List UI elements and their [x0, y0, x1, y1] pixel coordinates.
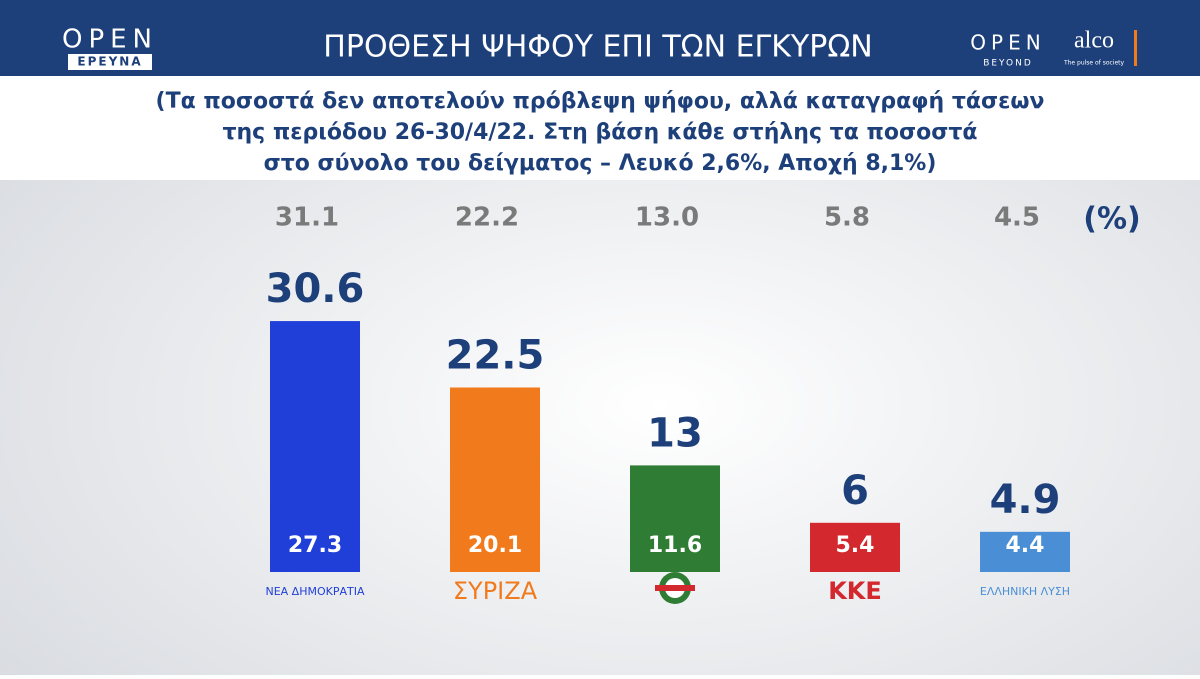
partner-logo: alco [1074, 28, 1114, 54]
sample-label: 5.4 [836, 533, 875, 558]
header-bar [0, 0, 1200, 76]
previous-label: 31.1 [275, 203, 339, 233]
subtitle: στο σύνολο του δείγματος – Λευκό 2,6%, Α… [264, 151, 937, 176]
previous-label: 22.2 [455, 203, 519, 233]
value-label: 13 [647, 410, 703, 456]
sample-label: 4.4 [1006, 533, 1045, 558]
bar [980, 531, 1070, 572]
x-tick-label: ΚΚΕ [828, 577, 882, 605]
bar [810, 522, 900, 572]
value-label: 6 [841, 468, 869, 514]
bar [450, 387, 540, 572]
pasok-logo [655, 572, 695, 604]
logo: OPEN [970, 31, 1045, 55]
subtitle: της περιόδου 26-30/4/22. Στη βάση κάθε σ… [222, 120, 977, 145]
logo-sub: BEYOND [983, 59, 1033, 69]
previous-label: 4.5 [994, 203, 1040, 233]
subtitle: (Τα ποσοστά δεν αποτελούν πρόβλεψη ψήφου… [156, 89, 1045, 114]
x-tick-label: ΣΥΡΙΖΑ [453, 577, 538, 605]
logo-box [68, 54, 152, 70]
logo: OPEN [62, 25, 158, 55]
x-tick-label: ΝΕΑ ΔΗΜΟΚΡΑΤΙΑ [265, 585, 364, 598]
previous-label: 5.8 [824, 203, 870, 233]
logo-sub: ΕΡΕΥΝΑ [77, 55, 142, 69]
partner-sub: The pulse of society [1063, 60, 1125, 67]
subtitle-band [0, 76, 1200, 180]
divider [1134, 30, 1137, 66]
x-tick-label: ΕΛΛΗΝΙΚΗ ΛΥΣΗ [980, 585, 1070, 598]
bar [270, 321, 360, 572]
value-label: 22.5 [446, 333, 545, 379]
value-label: 4.9 [990, 477, 1061, 523]
bar [630, 465, 720, 572]
sample-label: 20.1 [468, 533, 522, 558]
title: ΠΡΟΘΕΣΗ ΨΗΦΟΥ ΕΠΙ ΤΩΝ ΕΓΚΥΡΩΝ [323, 30, 872, 65]
value-label: 30.6 [266, 266, 365, 312]
sample-label: 27.3 [288, 533, 342, 558]
sample-label: 11.6 [648, 533, 702, 558]
previous-label: 13.0 [635, 203, 699, 233]
unit-label: (%) [1083, 202, 1140, 237]
